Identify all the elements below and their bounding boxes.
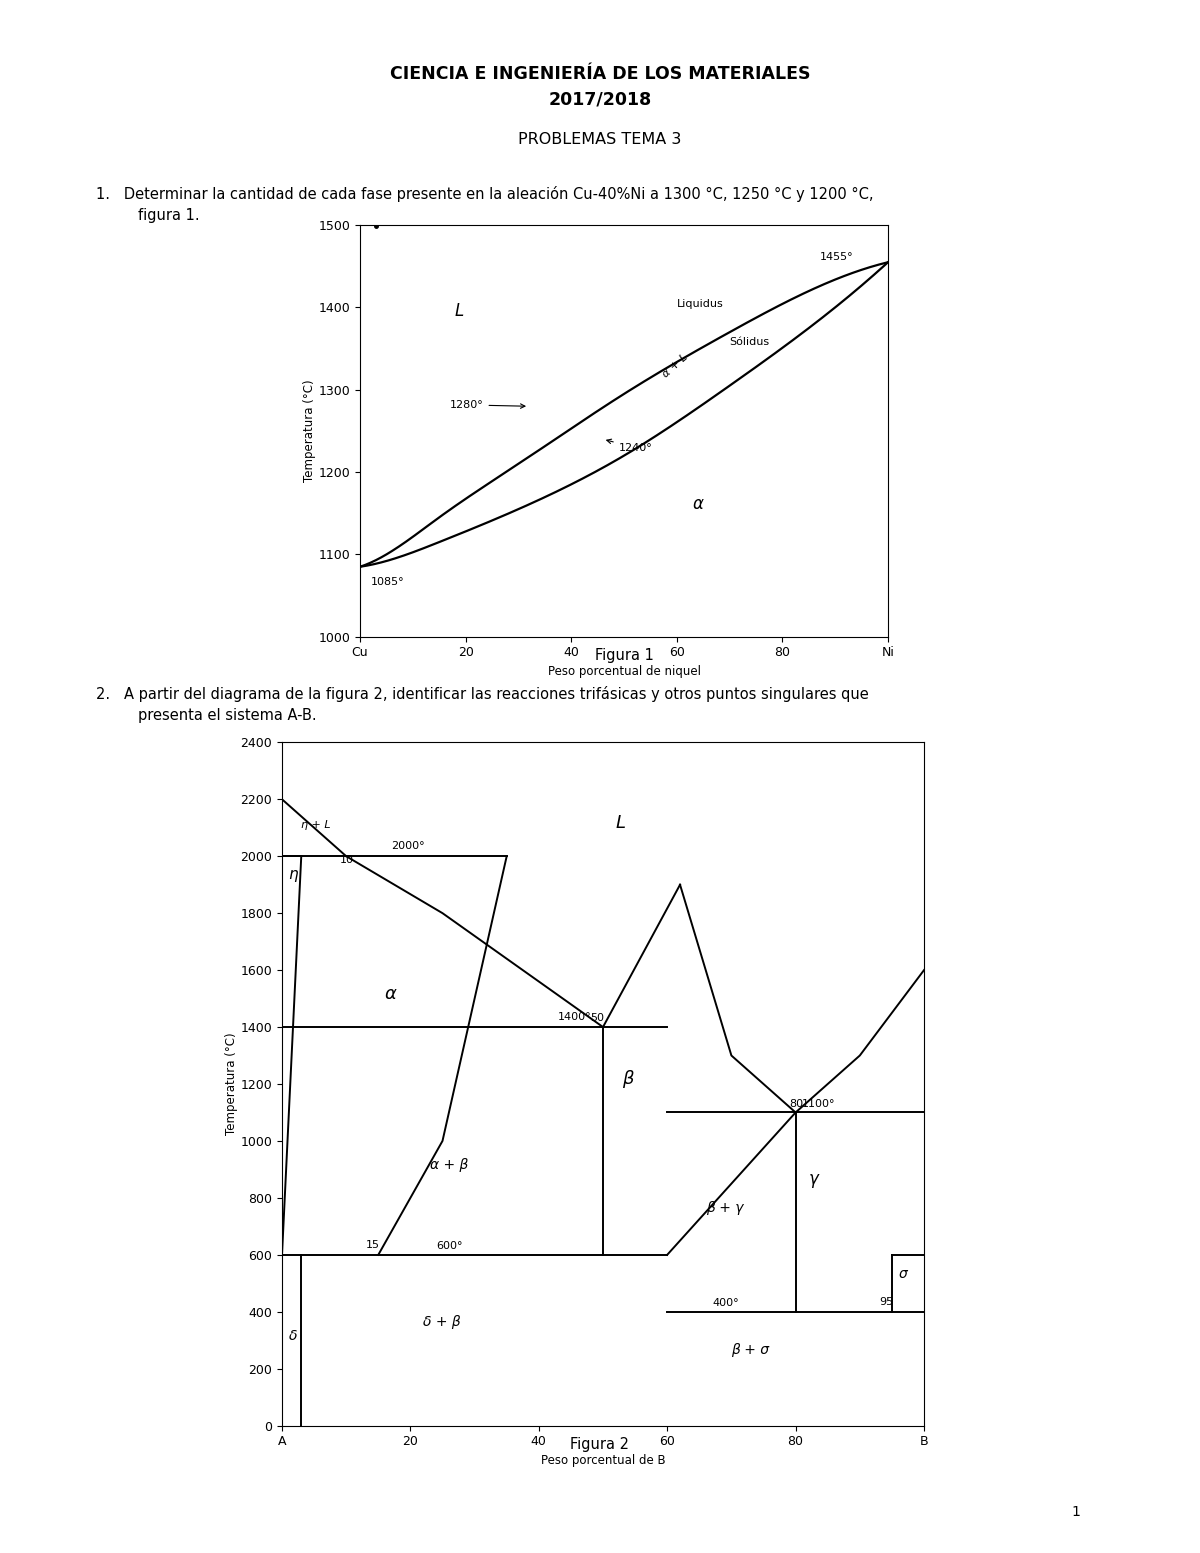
Text: 10: 10 <box>340 856 354 865</box>
Text: Figura 2: Figura 2 <box>570 1437 630 1452</box>
Text: 95: 95 <box>880 1297 893 1306</box>
Text: α: α <box>692 495 703 512</box>
Y-axis label: Temperatura (°C): Temperatura (°C) <box>224 1033 238 1135</box>
Text: 600°: 600° <box>436 1241 462 1252</box>
Text: figura 1.: figura 1. <box>138 208 199 224</box>
Text: 1280°: 1280° <box>450 401 524 410</box>
Text: PROBLEMAS TEMA 3: PROBLEMAS TEMA 3 <box>518 132 682 148</box>
Text: β + σ: β + σ <box>732 1343 769 1357</box>
Text: L: L <box>616 814 626 832</box>
Text: 1: 1 <box>1072 1505 1080 1519</box>
Text: η + L: η + L <box>301 820 331 829</box>
Text: γ: γ <box>809 1169 818 1188</box>
Text: L: L <box>455 301 464 320</box>
Text: δ: δ <box>288 1329 296 1343</box>
Text: 400°: 400° <box>712 1298 739 1308</box>
Text: 2017/2018: 2017/2018 <box>548 90 652 109</box>
X-axis label: Peso porcentual de niquel: Peso porcentual de niquel <box>547 665 701 679</box>
Text: δ + β: δ + β <box>424 1315 461 1329</box>
Text: 1.   Determinar la cantidad de cada fase presente en la aleación Cu-40%Ni a 1300: 1. Determinar la cantidad de cada fase p… <box>96 186 874 202</box>
Y-axis label: Temperatura (°C): Temperatura (°C) <box>302 379 316 483</box>
Text: CIENCIA E INGENIERÍA DE LOS MATERIALES: CIENCIA E INGENIERÍA DE LOS MATERIALES <box>390 65 810 84</box>
Text: Sólidus: Sólidus <box>730 337 769 346</box>
Text: 50: 50 <box>590 1014 604 1023</box>
Text: 1400°: 1400° <box>558 1013 592 1022</box>
Text: presenta el sistema A-B.: presenta el sistema A-B. <box>138 708 317 724</box>
Text: α: α <box>385 985 396 1003</box>
Text: η: η <box>288 867 298 882</box>
Text: α + L: α + L <box>661 353 690 379</box>
Text: β: β <box>623 1070 634 1089</box>
Text: 2000°: 2000° <box>391 842 425 851</box>
Text: 1240°: 1240° <box>607 439 653 453</box>
Text: α + β: α + β <box>430 1159 468 1173</box>
Text: 80: 80 <box>790 1100 803 1109</box>
Text: 1455°: 1455° <box>820 252 853 262</box>
Text: Liquidus: Liquidus <box>677 300 724 309</box>
Text: 1085°: 1085° <box>371 576 404 587</box>
Text: 15: 15 <box>366 1239 379 1250</box>
Text: σ: σ <box>899 1267 907 1281</box>
Text: Figura 1: Figura 1 <box>594 648 654 663</box>
Text: β + γ: β + γ <box>706 1200 743 1214</box>
Text: 1100°: 1100° <box>802 1100 835 1109</box>
Text: 2.   A partir del diagrama de la figura 2, identificar las reacciones trifásicas: 2. A partir del diagrama de la figura 2,… <box>96 686 869 702</box>
X-axis label: Peso porcentual de B: Peso porcentual de B <box>541 1454 665 1468</box>
